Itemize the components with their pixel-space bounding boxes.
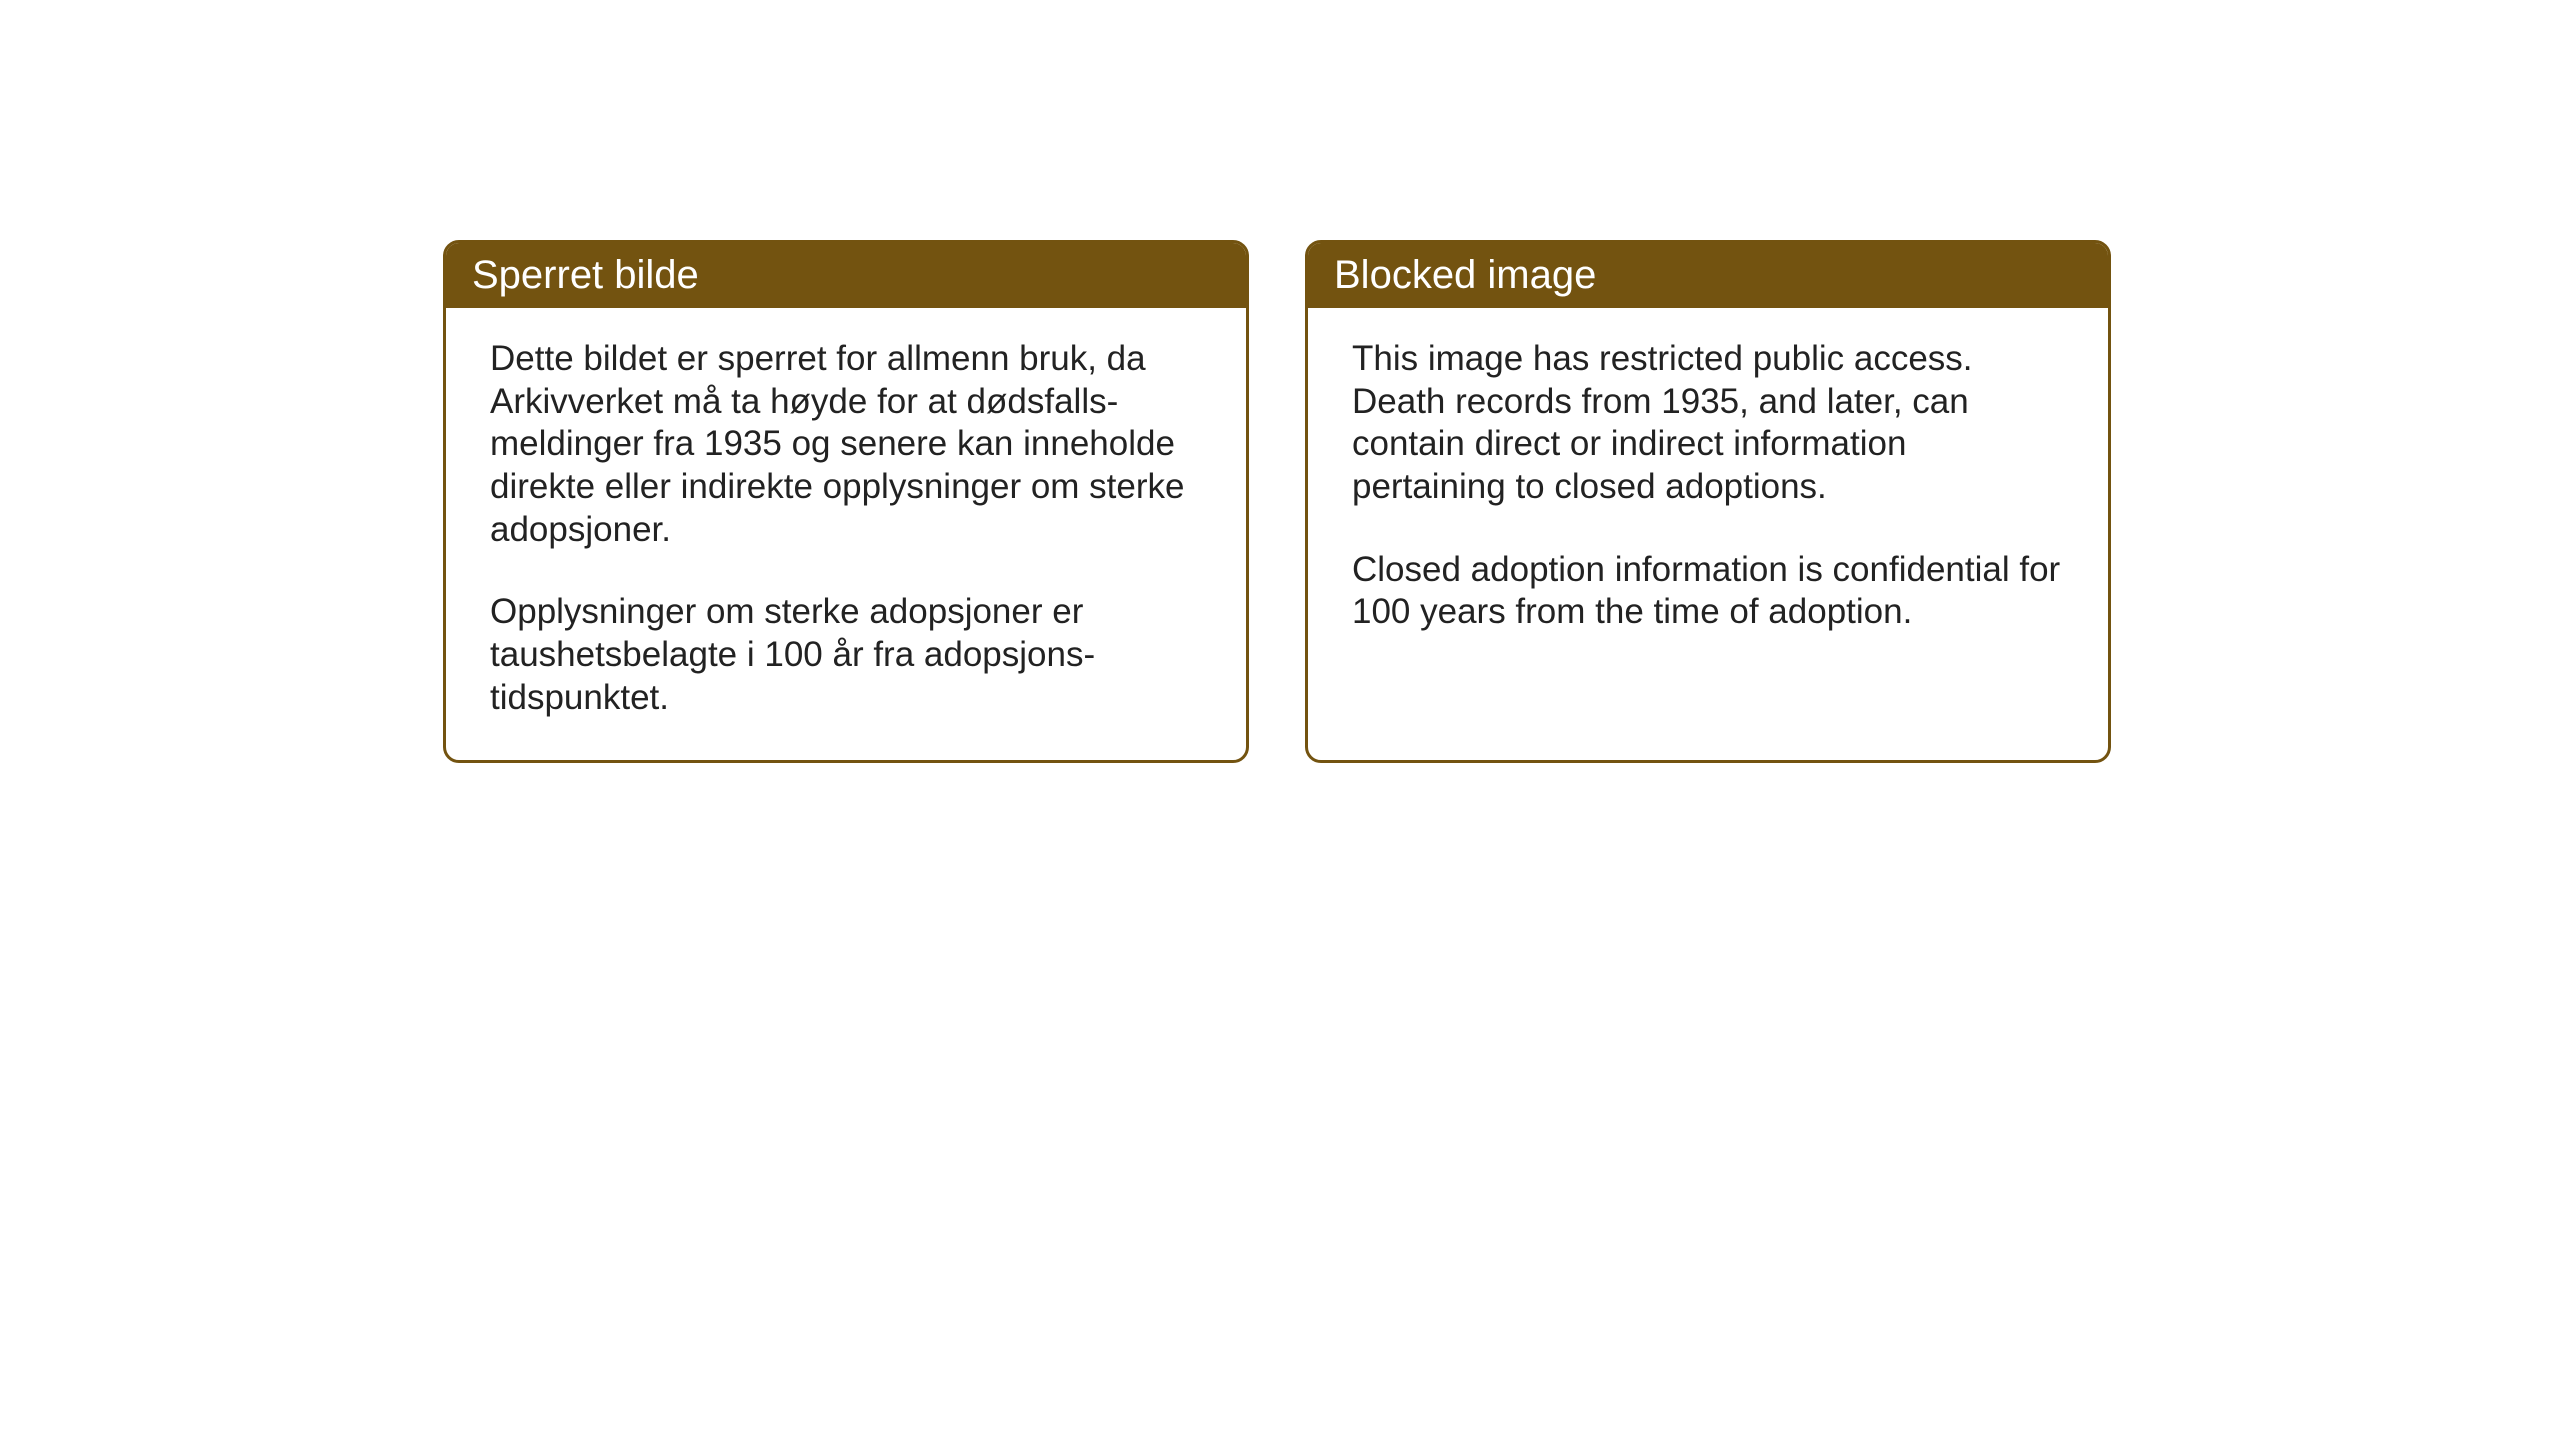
notice-paragraph-1-norwegian: Dette bildet er sperret for allmenn bruk… (490, 338, 1202, 551)
notice-title-english: Blocked image (1334, 253, 1596, 297)
notice-container: Sperret bilde Dette bildet er sperret fo… (443, 240, 2111, 763)
notice-body-english: This image has restricted public access.… (1308, 308, 2108, 698)
notice-paragraph-2-norwegian: Opplysninger om sterke adopsjoner er tau… (490, 591, 1202, 719)
notice-card-norwegian: Sperret bilde Dette bildet er sperret fo… (443, 240, 1249, 763)
notice-header-norwegian: Sperret bilde (446, 243, 1246, 308)
notice-title-norwegian: Sperret bilde (472, 253, 699, 297)
notice-header-english: Blocked image (1308, 243, 2108, 308)
notice-body-norwegian: Dette bildet er sperret for allmenn bruk… (446, 308, 1246, 760)
notice-card-english: Blocked image This image has restricted … (1305, 240, 2111, 763)
notice-paragraph-1-english: This image has restricted public access.… (1352, 338, 2064, 509)
notice-paragraph-2-english: Closed adoption information is confident… (1352, 549, 2064, 634)
